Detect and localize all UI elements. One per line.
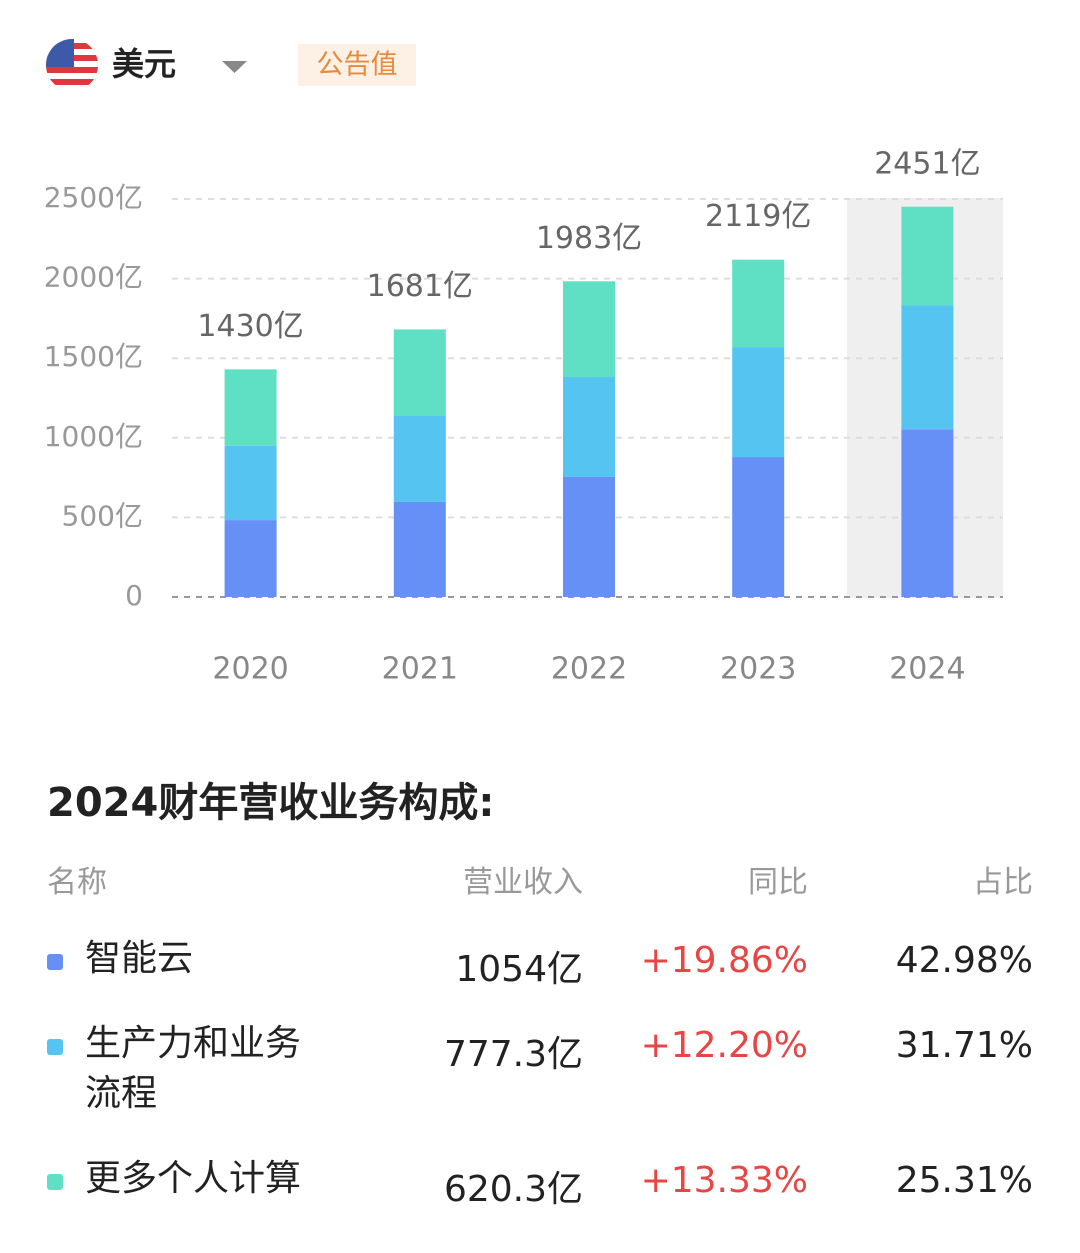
x-tick-label: 2024: [889, 652, 965, 687]
bar-segment: [901, 206, 954, 306]
bar-segment: [224, 520, 277, 597]
segment-name: 更多个人计算: [85, 1158, 302, 1199]
x-tick-label: 2022: [551, 652, 627, 687]
total-label: 1681亿: [367, 269, 473, 304]
total-label: 2451亿: [874, 146, 980, 181]
table-title: 2024财年营收业务构成:: [47, 780, 495, 826]
y-tick-label: 0: [125, 579, 143, 612]
share: 25.31%: [895, 1160, 1033, 1201]
col-header: 名称: [47, 865, 107, 900]
legend-dot: [47, 954, 63, 970]
dropdown-arrow[interactable]: [222, 61, 247, 73]
bar-segment: [563, 476, 615, 597]
revenue: 620.3亿: [443, 1169, 583, 1210]
total-label: 1430亿: [197, 309, 303, 344]
share: 42.98%: [895, 940, 1033, 981]
bar-segment: [224, 369, 277, 446]
segment-name: 智能云: [85, 938, 194, 979]
bar-segment: [393, 415, 446, 502]
x-tick-label: 2021: [382, 652, 458, 687]
total-label: 2119亿: [705, 199, 811, 234]
segment-name: 生产力和业务流程: [85, 1023, 302, 1114]
yoy: +19.86%: [640, 940, 808, 981]
yoy: +12.20%: [640, 1025, 808, 1066]
col-header: 占比: [973, 865, 1033, 900]
y-tick-label: 2000亿: [44, 261, 143, 294]
bar-segment: [732, 259, 785, 348]
bar-segment: [563, 376, 615, 477]
x-tick-label: 2023: [720, 652, 796, 687]
bar-segment: [901, 429, 954, 597]
revenue: 1054亿: [455, 949, 583, 990]
y-tick-label: 500亿: [62, 499, 143, 532]
bar-segment: [732, 347, 785, 458]
bar-segment: [563, 281, 615, 377]
y-tick-label: 2500亿: [44, 181, 143, 214]
revenue: 777.3亿: [443, 1034, 583, 1075]
bar-segment: [224, 445, 277, 521]
bar-segment: [393, 329, 446, 416]
total-label: 1983亿: [536, 221, 642, 256]
bar-segment: [901, 305, 954, 430]
chart: 美元 公告值 0 500亿 1000亿 1500亿 2000亿 2500亿 2020 1430…: [44, 39, 1003, 687]
bar-segment: [732, 457, 785, 597]
x-tick-label: 2020: [212, 652, 288, 687]
y-tick-label: 1000亿: [44, 420, 143, 453]
col-header: 营业收入: [463, 865, 583, 900]
col-header: 同比: [748, 865, 808, 900]
legend-dot: [47, 1174, 63, 1190]
yoy: +13.33%: [640, 1160, 808, 1201]
badge: 公告值: [317, 50, 398, 81]
bar-segment: [393, 501, 446, 597]
share: 31.71%: [895, 1025, 1033, 1066]
flag-icon: [46, 39, 98, 91]
y-tick-label: 1500亿: [44, 340, 143, 373]
currency[interactable]: 美元: [112, 45, 176, 83]
legend-dot: [47, 1039, 63, 1055]
badge-bg: [298, 44, 416, 86]
